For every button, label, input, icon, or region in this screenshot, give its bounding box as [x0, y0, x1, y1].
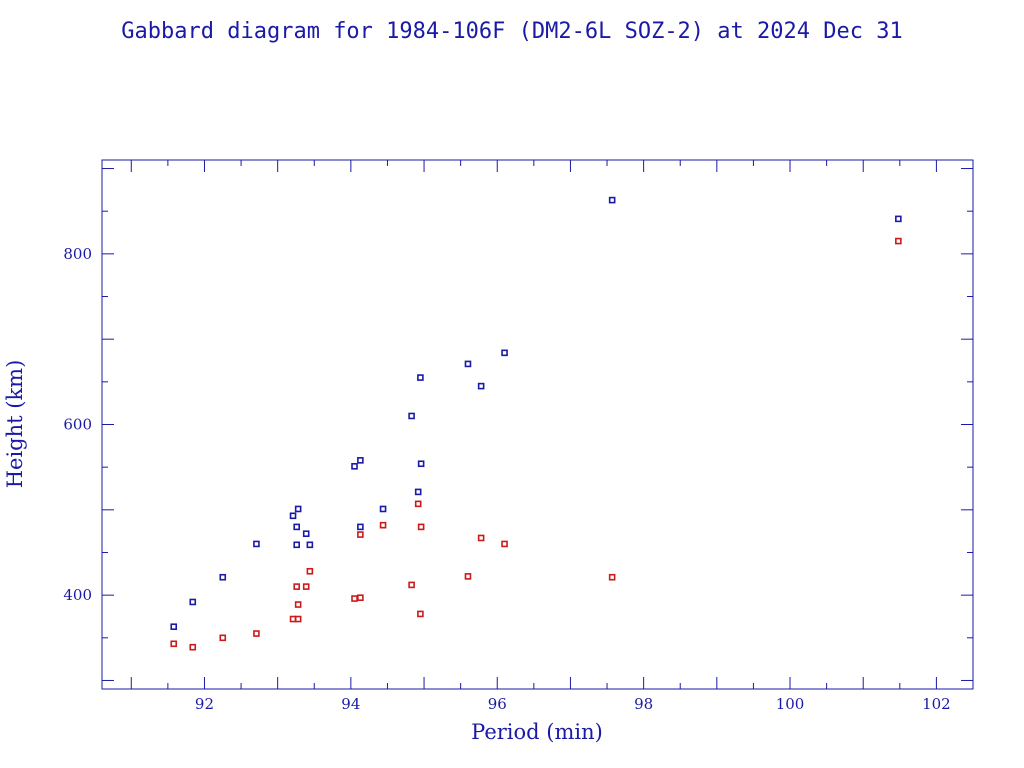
apogee-point [417, 374, 424, 381]
apogee-point [608, 196, 616, 204]
perigee-point [608, 573, 616, 581]
apogee-point [293, 541, 300, 549]
perigee-point [477, 534, 485, 542]
y-tick-label: 800 [63, 245, 92, 263]
perigee-point [306, 567, 314, 575]
apogee-point [501, 349, 508, 357]
apogee-point [357, 523, 364, 531]
apogee-point [253, 540, 260, 548]
perigee-point [289, 615, 297, 623]
perigee-point [219, 634, 227, 642]
y-tick-label: 600 [63, 416, 92, 434]
plot-frame [101, 159, 974, 690]
apogee-point [302, 530, 310, 538]
apogee-point [293, 523, 300, 531]
perigee-point [414, 500, 422, 508]
chart-title: Gabbard diagram for 1984-106F (DM2-6L SO… [121, 19, 902, 44]
apogee-point [379, 505, 387, 513]
apogee-point [895, 215, 902, 223]
apogee-point [306, 541, 314, 549]
apogee-point [408, 412, 415, 420]
apogee-point [351, 463, 358, 470]
x-tick-label: 102 [922, 695, 951, 713]
perigee-point [464, 573, 472, 580]
perigee-point [357, 531, 364, 538]
perigee-point [351, 595, 358, 602]
perigee-point [501, 540, 508, 548]
perigee-point [408, 581, 415, 589]
y-tick-label: 400 [63, 586, 92, 604]
x-tick-label: 92 [195, 695, 214, 713]
perigee-point [294, 601, 302, 608]
perigee-point [895, 237, 902, 245]
apogee-point [294, 505, 302, 513]
perigee-point [294, 615, 302, 623]
x-axis-label: Period (min) [471, 720, 603, 744]
data-points [170, 196, 902, 651]
perigee-point [357, 594, 364, 602]
x-tick-label: 100 [776, 695, 805, 713]
apogee-point [414, 488, 422, 496]
apogee-point [189, 598, 197, 606]
apogee-point [417, 460, 425, 468]
x-tick-label: 98 [634, 695, 653, 713]
apogee-point [170, 623, 178, 631]
apogee-point [477, 382, 485, 390]
perigee-point [189, 643, 197, 651]
tick-labels: 92 94 96 98 100 102 400 600 800 [63, 245, 950, 713]
y-axis-label: Height (km) [3, 360, 27, 489]
apogee-point [289, 512, 297, 520]
perigee-point [379, 521, 387, 529]
perigee-point [302, 583, 310, 590]
apogee-point [464, 360, 472, 368]
x-tick-label: 94 [341, 695, 360, 713]
apogee-point [219, 573, 227, 581]
perigee-point [417, 523, 425, 531]
perigee-point [170, 640, 178, 648]
x-tick-label: 96 [488, 695, 507, 713]
apogee-point [357, 457, 364, 464]
perigee-point [253, 630, 260, 637]
perigee-point [417, 610, 424, 618]
axis-ticks [102, 160, 974, 689]
perigee-point [293, 583, 300, 590]
